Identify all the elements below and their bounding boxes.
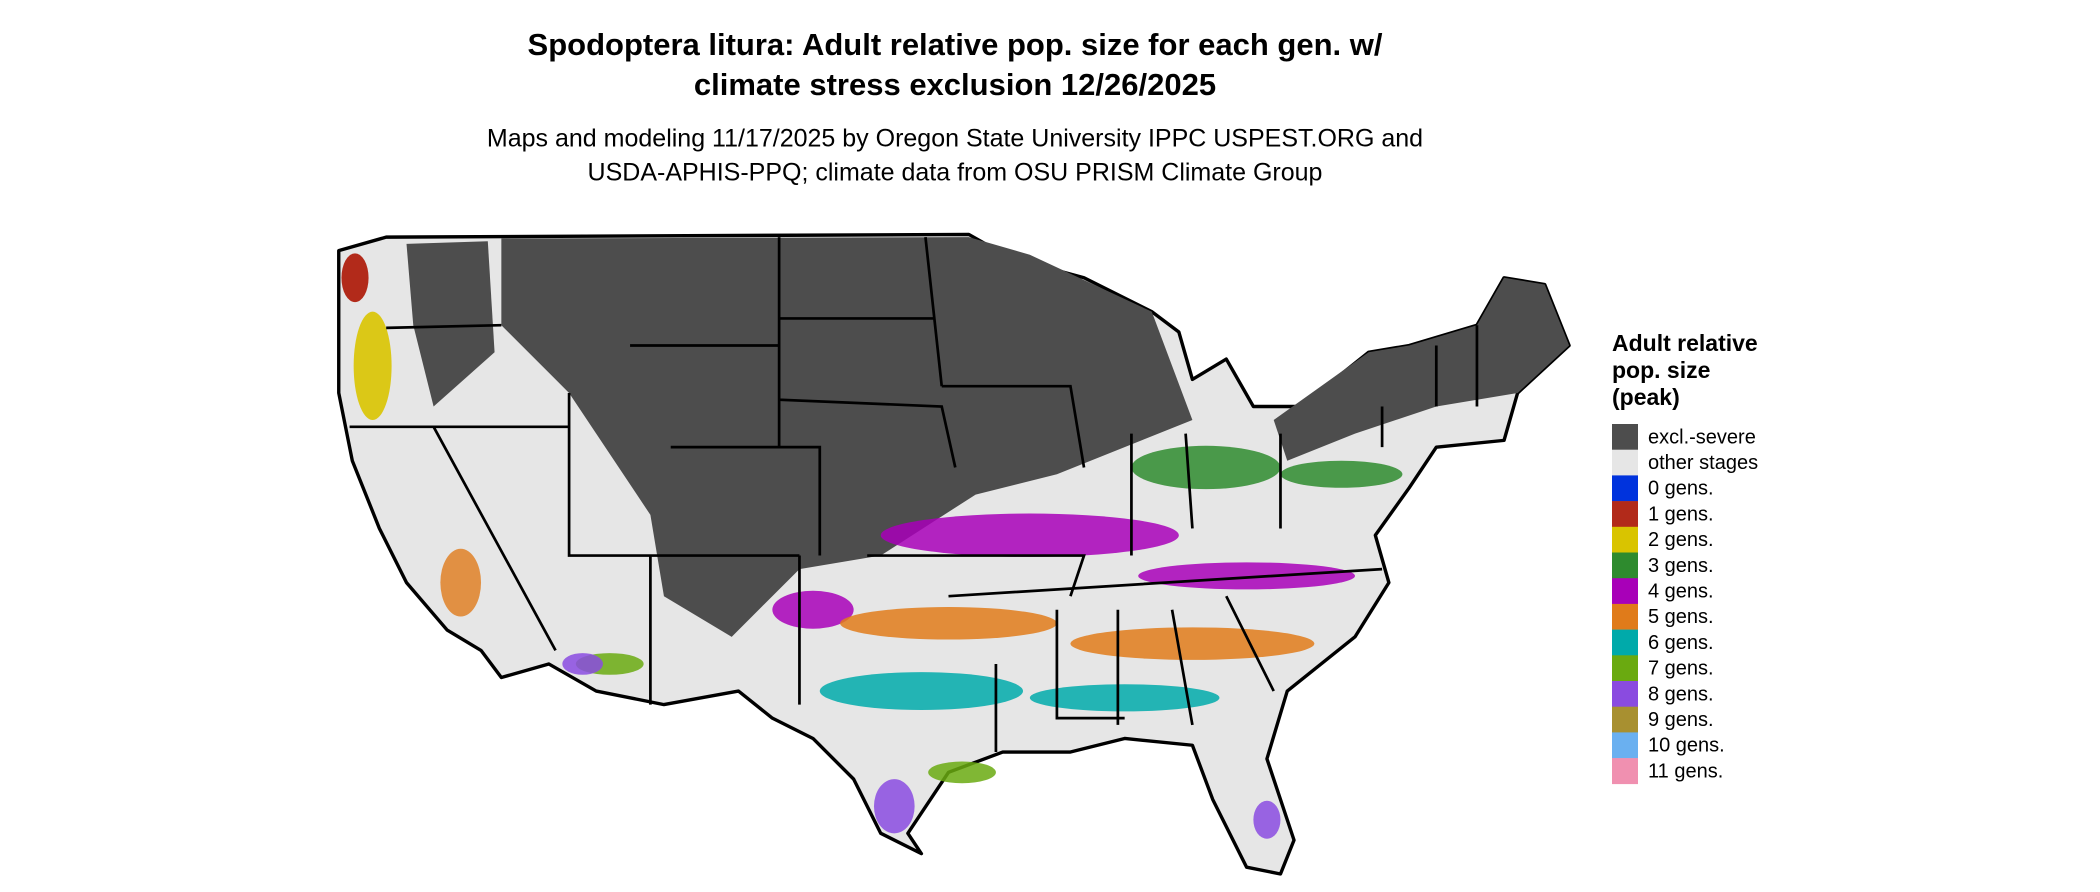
zone-5-gens: [840, 607, 1057, 640]
zone-5-gens: [440, 548, 482, 617]
legend-label: 11 gens.: [1648, 760, 1723, 782]
legend-label: 1 gens.: [1648, 503, 1714, 525]
title-line: Spodoptera litura: Adult relative pop. s…: [528, 27, 1383, 62]
legend-swatch: [1612, 552, 1638, 579]
excluded-nw: [406, 241, 495, 407]
legend-label: 8 gens.: [1648, 683, 1714, 705]
zone-8-gens: [562, 653, 603, 675]
subtitle-line: Maps and modeling 11/17/2025 by Oregon S…: [487, 125, 1423, 153]
zone-4-gens: [880, 513, 1179, 557]
legend-swatch: [1612, 706, 1638, 733]
legend-label: 3 gens.: [1648, 555, 1714, 577]
zone-6-gens: [1029, 684, 1220, 712]
legend-title: (peak): [1612, 384, 1680, 410]
title-line: climate stress exclusion 12/26/2025: [694, 67, 1216, 102]
legend-swatch: [1612, 758, 1638, 785]
legend-label: 9 gens.: [1648, 709, 1714, 731]
zone-8-gens: [1253, 800, 1281, 839]
zone-1-gens: [341, 253, 369, 303]
excluded-north: [501, 237, 1193, 637]
legend-swatch: [1612, 578, 1638, 605]
zone-6-gens: [819, 672, 1024, 711]
subtitle-line: USDA-APHIS-PPQ; climate data from OSU PR…: [588, 159, 1323, 187]
legend-swatch: [1612, 475, 1638, 502]
zone-2-gens: [353, 311, 392, 421]
legend-swatch: [1612, 655, 1638, 682]
zone-3-gens: [1131, 445, 1281, 490]
zone-5-gens: [1070, 627, 1315, 660]
legend-swatch: [1612, 603, 1638, 630]
legend-swatch: [1612, 526, 1638, 553]
legend-swatch: [1612, 681, 1638, 707]
state-borders: [349, 236, 1479, 753]
zone-3-gens: [1280, 460, 1403, 488]
legend-label: 0 gens.: [1648, 478, 1714, 500]
zone-7-gens: [928, 761, 996, 784]
legend-swatch: [1612, 629, 1638, 656]
zone-4-gens: [772, 590, 854, 629]
us-map: [337, 232, 1571, 876]
legend-swatch: [1612, 501, 1638, 528]
legend-title: Adult relative: [1612, 330, 1758, 356]
zone-4-gens: [1138, 562, 1355, 590]
excluded-northeast: [1273, 277, 1570, 461]
legend-swatch: [1612, 449, 1638, 476]
legend-label: 10 gens.: [1648, 735, 1725, 757]
legend-label: 2 gens.: [1648, 529, 1714, 551]
legend-title: pop. size: [1612, 357, 1710, 383]
legend-label: 6 gens.: [1648, 632, 1714, 654]
legend-swatch: [1612, 424, 1638, 450]
zone-8-gens: [873, 779, 915, 834]
legend-label: 5 gens.: [1648, 606, 1714, 628]
legend-label: other stages: [1648, 452, 1758, 474]
legend-label: excl.-severe: [1648, 426, 1756, 448]
legend-label: 7 gens.: [1648, 658, 1714, 680]
legend-label: 4 gens.: [1648, 580, 1714, 602]
legend-swatch: [1612, 732, 1638, 759]
